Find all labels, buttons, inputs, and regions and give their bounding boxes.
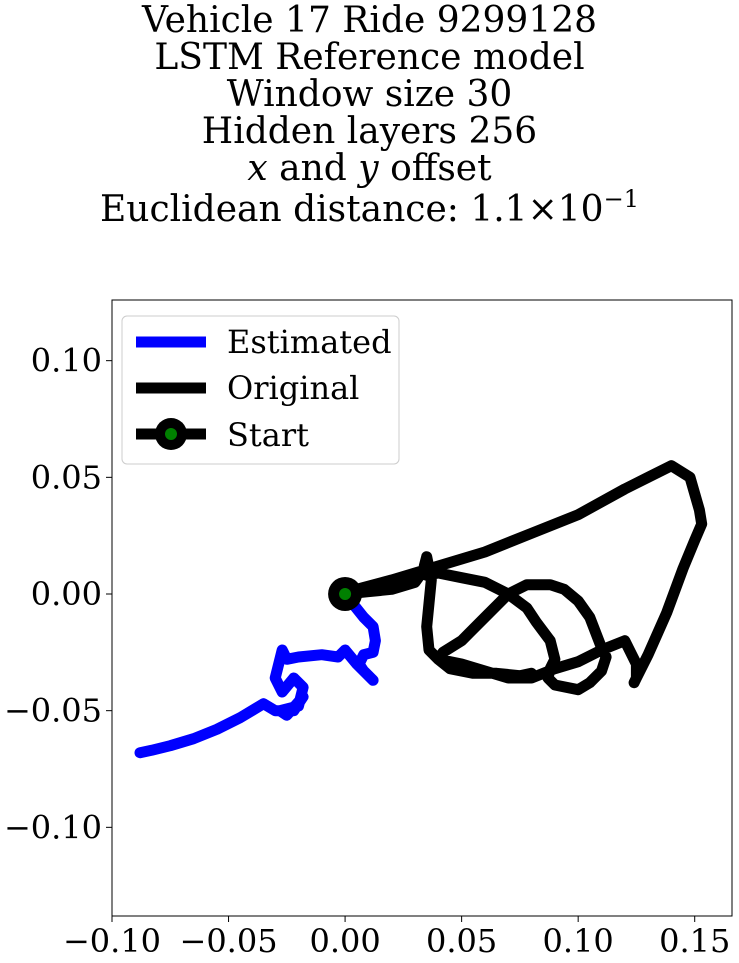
y-tick-label: 0.05 [31, 458, 102, 496]
legend-box [121, 315, 400, 465]
chart-title: Vehicle 17 Ride 9299128 LSTM Reference m… [0, 0, 739, 228]
start-marker-center [339, 588, 352, 600]
series-estimated-line [134, 588, 381, 759]
y-axis: 0.10 0.05 0.00 −0.05 −0.10 [4, 342, 112, 846]
distance-prefix: Euclidean distance: [100, 189, 471, 230]
legend-start-marker-center [165, 428, 177, 440]
distance-mantissa: 1.1 [470, 189, 528, 230]
x-tick-label: −0.10 [63, 922, 161, 960]
legend-start-label: Start [227, 416, 309, 454]
y-tick-label: −0.10 [4, 808, 102, 846]
x-tick-label: −0.05 [180, 922, 278, 960]
title-y-symbol: y [358, 148, 379, 189]
y-tick-label: 0.10 [31, 342, 102, 380]
title-line-3: Window size 30 [226, 74, 513, 115]
x-tick-label: 0.15 [659, 922, 730, 960]
x-axis: −0.10 −0.05 0.00 0.05 0.10 0.15 [63, 916, 730, 960]
distance-exponent: −1 [603, 185, 639, 213]
title-and: and [267, 148, 359, 189]
title-x-symbol: x [247, 148, 268, 189]
legend-original-label: Original [227, 369, 359, 407]
legend-estimated-label: Estimated [227, 323, 392, 361]
title-line-offset: x and y offset [0, 150, 739, 187]
legend: Estimated Original Start [121, 315, 400, 465]
title-line-4: Hidden layers 256 [201, 111, 538, 152]
y-tick-label: 0.00 [31, 575, 102, 613]
x-tick-label: 0.05 [426, 922, 497, 960]
series-original-line [339, 460, 708, 696]
x-tick-label: 0.10 [543, 922, 614, 960]
series-layer [134, 460, 708, 759]
distance-times: × [527, 189, 558, 230]
title-line-2: LSTM Reference model [154, 37, 585, 78]
title-offset-word: offset [378, 148, 492, 189]
x-tick-label: 0.00 [309, 922, 380, 960]
plot-frame [111, 299, 733, 917]
y-tick-label: −0.05 [4, 692, 102, 730]
title-line-distance: Euclidean distance: 1.1×10−1 [0, 187, 739, 228]
distance-base: 10 [557, 189, 604, 230]
title-line-1: Vehicle 17 Ride 9299128 [141, 0, 598, 41]
